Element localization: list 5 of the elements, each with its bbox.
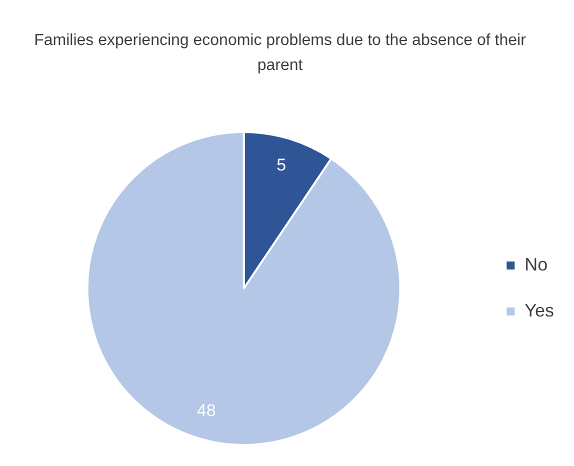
chart-title: Families experiencing economic problems due to the absence of their parent	[33, 31, 527, 76]
data-label: 5	[276, 155, 286, 174]
legend-label: No	[524, 254, 548, 274]
data-label: 48	[196, 400, 216, 420]
legend-label: Yes	[524, 300, 554, 320]
